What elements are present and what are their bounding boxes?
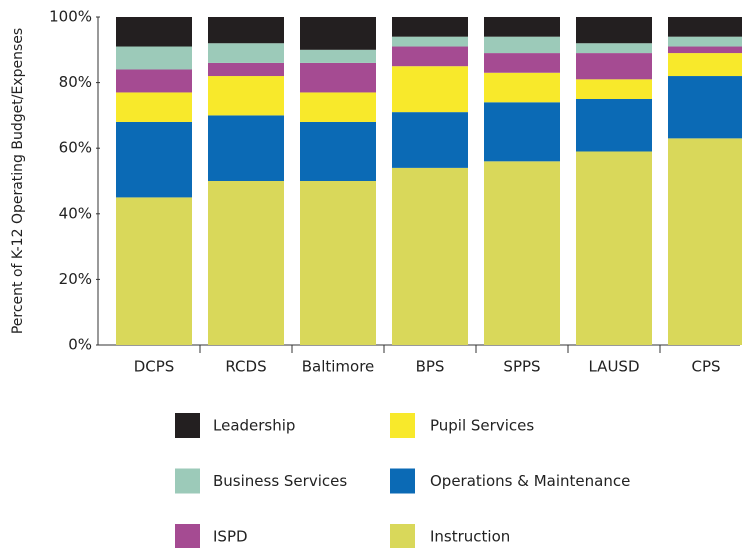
bar-segment <box>208 76 284 116</box>
y-tick-label: 100% <box>49 8 92 26</box>
bar-segment <box>484 161 560 345</box>
bar-segment <box>392 46 468 67</box>
bar-segment <box>668 46 742 54</box>
bar-segment <box>576 151 652 345</box>
bar-segment <box>208 43 284 63</box>
bar-segment <box>668 36 742 47</box>
bar-segment <box>208 17 284 44</box>
bar-segment <box>484 102 560 162</box>
bar-segment <box>300 121 376 181</box>
bar-segment <box>300 92 376 122</box>
x-tick-label: BPS <box>416 358 445 376</box>
legend-label: Pupil Services <box>430 417 534 435</box>
bar-segment <box>576 79 652 99</box>
bar-segment <box>576 53 652 80</box>
legend-swatch <box>390 468 415 494</box>
bar-segment <box>116 69 192 93</box>
bar-segment <box>392 36 468 47</box>
y-tick-label: 40% <box>59 204 92 222</box>
bar-segment <box>208 62 284 77</box>
bar-segment <box>392 167 468 345</box>
legend-label: Instruction <box>430 528 510 546</box>
bar-segment <box>116 17 192 47</box>
bar-segment <box>116 197 192 345</box>
y-axis-label: Percent of K-12 Operating Budget/Expense… <box>10 28 26 334</box>
y-tick-label: 0% <box>68 336 92 354</box>
x-tick-label: CPS <box>691 358 720 376</box>
legend-label: Leadership <box>213 417 295 435</box>
bar-segment <box>392 66 468 113</box>
y-tick-label: 80% <box>59 73 92 91</box>
bar-segment <box>208 181 284 345</box>
bar-segment <box>668 76 742 139</box>
legend-swatch <box>175 524 200 549</box>
legend-label: ISPD <box>213 528 248 546</box>
bar-segment <box>576 43 652 54</box>
legend-label: Operations & Maintenance <box>430 472 630 490</box>
bar-segment <box>392 112 468 168</box>
bar-segment <box>484 72 560 103</box>
x-tick-label: DCPS <box>134 358 175 376</box>
bar-segment <box>300 181 376 345</box>
bar-segment <box>668 53 742 77</box>
bar-segment <box>116 121 192 198</box>
bar-segment <box>392 17 468 37</box>
y-tick-label: 60% <box>59 139 92 157</box>
legend-swatch <box>390 524 415 549</box>
x-tick-label: SPPS <box>503 358 540 376</box>
bar-segment <box>300 62 376 93</box>
bar-segment <box>116 46 192 70</box>
bar-segment <box>208 115 284 181</box>
bar-segment <box>668 138 742 345</box>
x-tick-label: RCDS <box>225 358 266 376</box>
x-tick-label: Baltimore <box>302 358 375 376</box>
bar-segment <box>576 99 652 152</box>
legend-swatch <box>390 413 415 438</box>
bar-segment <box>576 17 652 44</box>
bar-segment <box>116 92 192 122</box>
x-tick-label: LAUSD <box>588 358 639 376</box>
legend-swatch <box>175 413 200 438</box>
legend-swatch <box>175 468 200 494</box>
y-tick-label: 20% <box>59 270 92 288</box>
legend-label: Business Services <box>213 472 347 490</box>
bar-segment <box>300 49 376 63</box>
bar-segment <box>300 17 376 50</box>
bar-segment <box>484 17 560 37</box>
bar-segment <box>668 17 742 37</box>
bar-segment <box>484 53 560 73</box>
bar-segment <box>484 36 560 54</box>
